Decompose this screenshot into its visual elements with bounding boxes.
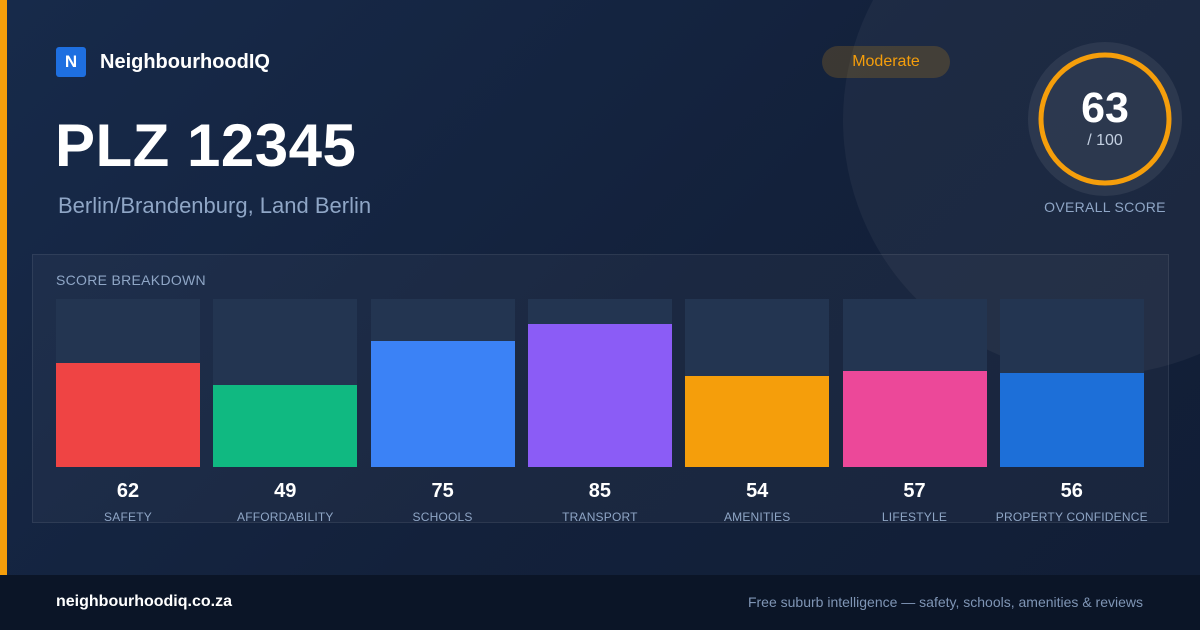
bar-track: [685, 299, 830, 467]
score-bar-lifestyle: 57 LIFESTYLE: [842, 299, 987, 524]
bar-value: 54: [746, 480, 769, 502]
bar-label: SAFETY: [104, 510, 152, 524]
footer: neighbourhoodiq.co.za Free suburb intell…: [0, 575, 1200, 630]
bar-fill: [999, 373, 1144, 467]
footer-tagline: Free suburb intelligence — safety, schoo…: [747, 594, 1143, 610]
bar-track: [842, 299, 987, 467]
bar-track: [527, 299, 672, 467]
bar-label: LIFESTYLE: [881, 510, 948, 524]
score-bar-affordability: 49 AFFORDABILITY: [213, 299, 358, 524]
score-bar-property-confidence: 56 PROPERTY CONFIDENCE: [996, 299, 1148, 524]
bar-fill: [56, 363, 200, 467]
bar-value: 57: [903, 480, 926, 502]
breakdown-title: SCORE BREAKDOWN: [56, 272, 206, 288]
bar-value: 49: [274, 480, 297, 502]
bar-track: [56, 299, 200, 467]
score-breakdown-panel: SCORE BREAKDOWN 62 SAFETY 49 AFFORDABILITY 7…: [32, 254, 1169, 524]
bar-track: [999, 299, 1144, 467]
bar-label: PROPERTY CONFIDENCE: [995, 510, 1148, 524]
page-title: PLZ 12345: [55, 112, 357, 179]
bar-value: 62: [116, 480, 140, 502]
score-bar-transport: 85 TRANSPORT: [527, 299, 672, 524]
bar-value: 85: [588, 480, 612, 502]
bar-fill: [527, 324, 672, 467]
score-ring-icon: [1028, 42, 1182, 196]
bar-fill: [213, 385, 358, 467]
bar-track: [213, 299, 358, 467]
overall-score-label: OVERALL SCORE: [1044, 199, 1166, 215]
score-bar-safety: 62 SAFETY: [56, 299, 200, 524]
accent-bar: [0, 0, 7, 575]
bar-value: 56: [1060, 480, 1083, 502]
bar-track: [370, 299, 515, 467]
overall-score-value: 63: [1081, 84, 1129, 132]
bar-fill: [370, 341, 515, 467]
region-subtitle: Berlin/Brandenburg, Land Berlin: [58, 193, 372, 218]
brand: N NeighbourhoodIQ: [56, 46, 270, 78]
brand-logo-icon: N: [56, 47, 86, 77]
footer-site-link[interactable]: neighbourhoodiq.co.za: [56, 593, 232, 610]
overall-score-max: / 100: [1087, 132, 1123, 149]
score-bar-amenities: 54 AMENITIES: [685, 299, 830, 524]
bar-value: 75: [431, 480, 454, 502]
score-bar-schools: 75 SCHOOLS: [370, 299, 515, 524]
brand-name: NeighbourhoodIQ: [100, 50, 270, 73]
overall-score-ring: 63 / 100: [1028, 42, 1182, 196]
share-card: N NeighbourhoodIQ PLZ 12345 Berlin/Brand…: [0, 0, 1200, 575]
bar-fill: [842, 371, 987, 467]
rating-badge: Moderate: [822, 46, 950, 78]
bar-fill: [685, 376, 830, 467]
bar-label: AFFORDABILITY: [236, 510, 334, 524]
bar-label: SCHOOLS: [412, 510, 473, 524]
bar-label: AMENITIES: [723, 510, 791, 524]
bar-label: TRANSPORT: [562, 510, 638, 524]
